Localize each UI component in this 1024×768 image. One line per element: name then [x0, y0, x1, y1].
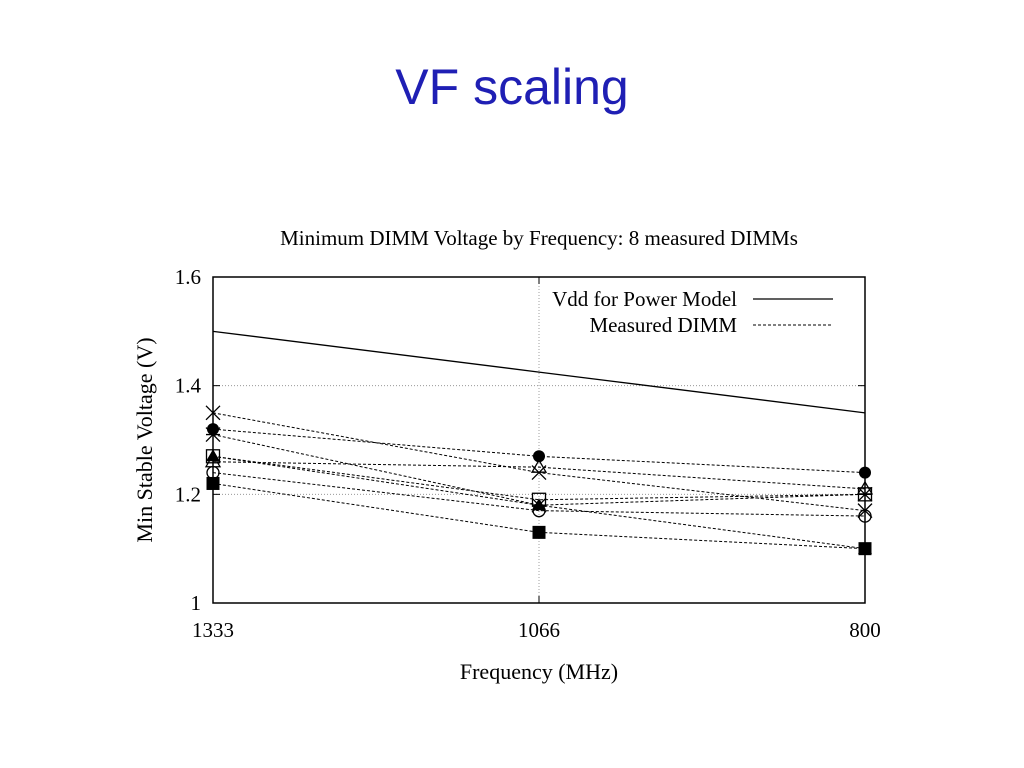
legend-label-measured: Measured DIMM	[589, 313, 737, 337]
point-marker	[530, 458, 548, 473]
x-tick-label: 1066	[518, 618, 560, 642]
y-tick-label: 1.6	[175, 265, 201, 289]
point-marker	[533, 450, 545, 463]
y-axis-label: Min Stable Voltage (V)	[132, 337, 157, 542]
series-line-vdd-model	[212, 330, 866, 414]
point-marker	[532, 498, 546, 511]
legend-label-model: Vdd for Power Model	[552, 287, 737, 311]
y-tick-label: 1	[191, 591, 202, 615]
x-axis-ticks: 1333 1066 800	[192, 277, 881, 642]
y-axis-ticks: 1 1.2 1.4 1.6	[175, 265, 865, 615]
y-tick-label: 1.2	[175, 482, 201, 506]
y-tick-label: 1.4	[175, 374, 202, 398]
point-marker	[532, 525, 546, 539]
series-markers	[204, 405, 874, 556]
x-tick-label: 800	[849, 618, 881, 642]
series-line-measured-dimm	[212, 434, 866, 506]
series-line-measured-dimm	[212, 455, 866, 501]
slide-title: VF scaling	[395, 59, 629, 115]
series-line-measured-dimm	[212, 461, 866, 490]
chart-title: Minimum DIMM Voltage by Frequency: 8 mea…	[280, 226, 798, 250]
x-tick-label: 1333	[192, 618, 234, 642]
grid-lines	[213, 277, 865, 603]
series-line-measured-dimm	[212, 482, 866, 550]
x-axis-label: Frequency (MHz)	[460, 659, 618, 684]
legend: Vdd for Power Model Measured DIMM	[552, 287, 833, 337]
series-line-measured-dimm	[212, 472, 866, 517]
